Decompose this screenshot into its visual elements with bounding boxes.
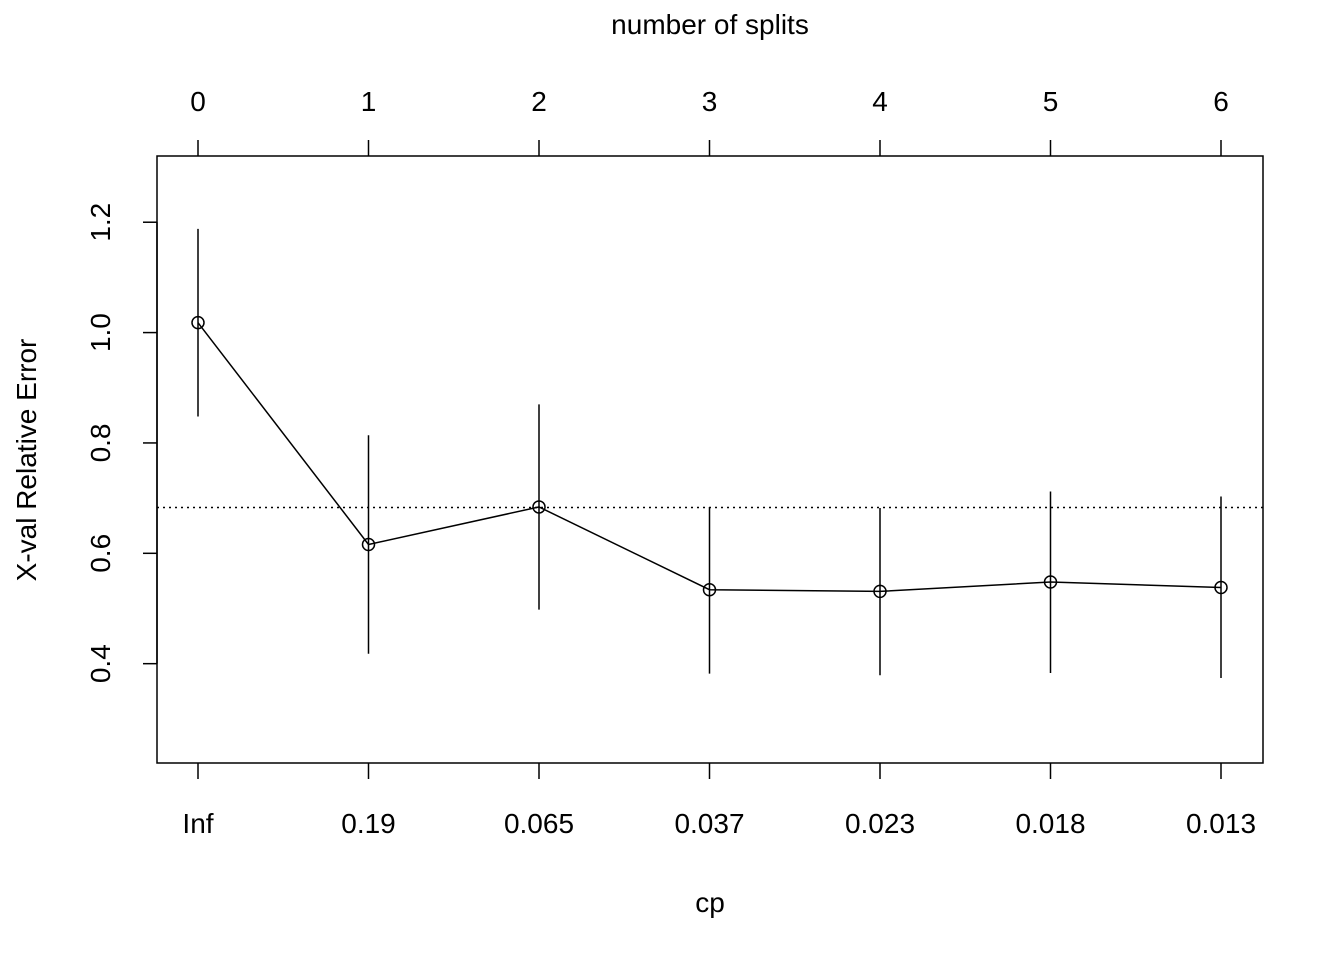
top-tick-label: 4 [872,86,888,117]
data-point [191,315,205,330]
data-point [702,582,717,597]
x-tick-label: 0.023 [845,808,915,839]
y-axis-title: X-val Relative Error [11,339,42,582]
error-bars-layer [197,228,1222,679]
data-point [361,537,376,552]
x-tick-label: Inf [182,808,213,839]
top-axis-title: number of splits [611,9,809,40]
y-axis: 0.4 0.6 0.8 1.0 1.2 [85,203,158,683]
y-tick-label: 0.4 [85,644,116,683]
data-point [873,584,887,599]
top-tick-label: 6 [1213,86,1229,117]
x-tick-label: 0.037 [674,808,744,839]
x-tick-label: 0.013 [1186,808,1256,839]
x-axis-top: 0 1 2 3 4 5 6 [190,86,1229,156]
series-line-layer [197,322,1222,593]
x-axis-title: cp [695,887,725,918]
data-point [1043,575,1058,589]
series-line [197,322,1222,593]
data-point [532,500,546,514]
top-tick-label: 3 [702,86,718,117]
y-tick-label: 1.0 [85,313,116,352]
y-tick-label: 0.8 [85,423,116,462]
x-tick-label: 0.065 [504,808,574,839]
x-axis-bottom: Inf 0.19 0.065 0.037 0.023 0.018 0.013 [182,763,1256,839]
x-tick-label: 0.19 [341,808,396,839]
x-tick-label: 0.018 [1015,808,1085,839]
points-layer [191,315,1228,599]
top-tick-label: 1 [361,86,377,117]
top-tick-label: 2 [531,86,547,117]
y-tick-label: 0.6 [85,534,116,573]
top-tick-label: 5 [1043,86,1059,117]
y-tick-label: 1.2 [85,203,116,242]
top-tick-label: 0 [190,86,206,117]
data-point [1214,580,1228,595]
